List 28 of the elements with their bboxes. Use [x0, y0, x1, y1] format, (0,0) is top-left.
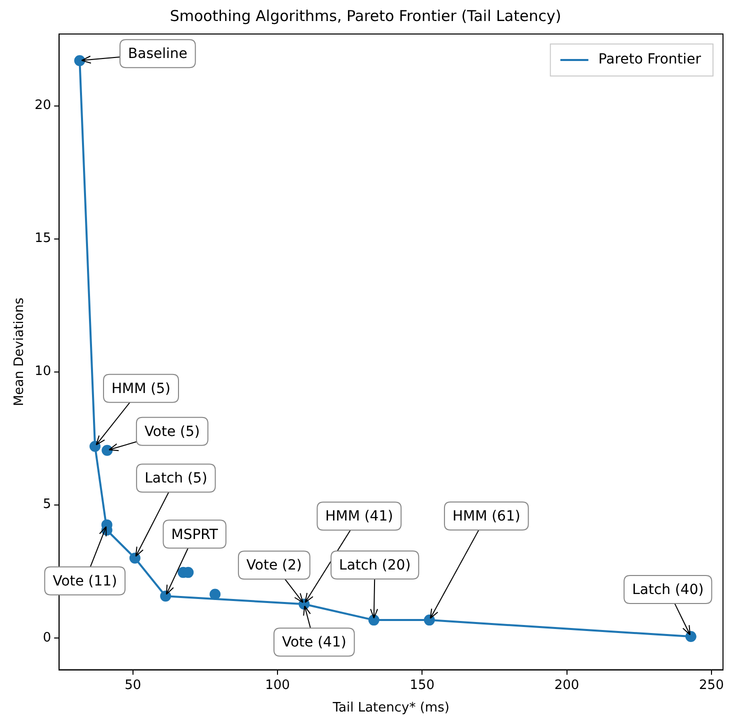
legend-label: Pareto Frontier [598, 52, 702, 68]
chart-title: Smoothing Algorithms, Pareto Frontier (Tail Latency) [170, 6, 562, 25]
y-tick-label: 20 [34, 98, 52, 114]
y-axis-title: Mean Deviations [12, 297, 28, 406]
annotation: Vote (41) [282, 634, 346, 651]
x-tick-label: 250 [699, 678, 724, 693]
annotation: Vote (2) [246, 558, 302, 574]
x-tick-label: 100 [265, 678, 290, 693]
annotation: Latch (5) [144, 470, 208, 487]
point [210, 588, 221, 600]
annotation: Vote (11) [52, 573, 118, 590]
y-tick-label: 15 [34, 231, 52, 246]
x-tick-label: 200 [554, 678, 580, 693]
annotation: Latch (20) [339, 558, 411, 574]
y-tick-label: 5 [42, 497, 52, 512]
annotation: HMM (61) [452, 508, 520, 525]
annotation: Latch (40) [632, 582, 704, 598]
x-tick-label: 150 [410, 678, 435, 693]
x-tick-label: 50 [124, 678, 142, 693]
annotation: Baseline [128, 46, 188, 62]
annotation: MSPRT [171, 526, 218, 543]
annotation: HMM (5) [112, 380, 170, 397]
y-tick-label: 0 [42, 630, 52, 646]
annotation: HMM (41) [325, 508, 394, 525]
x-axis-title: Tail Latency* (ms) [332, 700, 450, 716]
annotation: Vote (5) [144, 424, 200, 440]
y-tick-label: 10 [34, 364, 52, 380]
point [102, 444, 113, 456]
